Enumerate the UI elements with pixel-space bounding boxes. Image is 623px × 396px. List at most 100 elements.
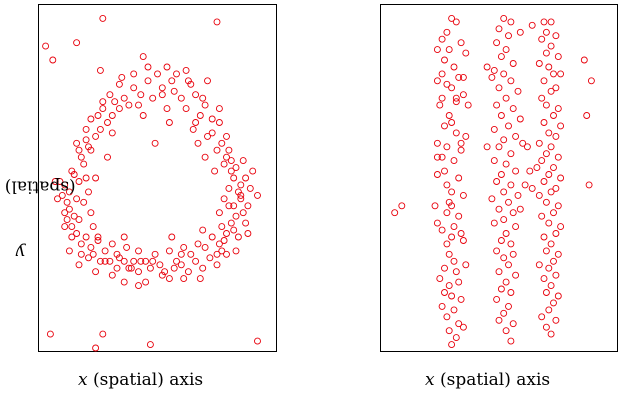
scatter-point-left-196 — [225, 202, 233, 210]
scatter-point-left-108 — [173, 70, 180, 78]
scatter-point-left-85 — [225, 146, 233, 154]
scatter-point-left-44 — [149, 94, 157, 102]
scatter-point-right-142 — [542, 28, 550, 36]
scatter-point-right-106 — [514, 191, 522, 199]
scatter-point-left-27 — [237, 195, 245, 203]
scatter-point-left-9 — [92, 344, 100, 352]
scatter-point-left-124 — [244, 202, 252, 210]
scatter-point-right-74 — [507, 18, 515, 26]
scatter-point-left-10 — [146, 341, 154, 349]
scatter-point-left-195 — [92, 174, 100, 182]
scatter-point-left-159 — [99, 98, 107, 106]
scatter-point-right-76 — [505, 32, 512, 40]
scatter-point-right-38 — [443, 209, 451, 217]
scatter-point-right-98 — [507, 150, 515, 158]
scatter-point-left-59 — [230, 202, 238, 210]
scatter-point-right-143 — [552, 32, 560, 40]
scatter-point-left-5 — [139, 53, 147, 61]
scatter-point-left-53 — [220, 160, 228, 168]
scatter-point-right-108 — [505, 198, 512, 206]
scatter-point-left-114 — [215, 119, 223, 126]
scatter-point-left-38 — [115, 254, 123, 262]
scatter-point-right-124 — [497, 285, 505, 293]
scatter-point-left-4 — [99, 14, 107, 22]
scatter-point-left-77 — [192, 91, 200, 99]
scatter-point-left-66 — [94, 237, 102, 244]
scatter-point-right-1 — [452, 18, 460, 26]
scatter-point-left-187 — [225, 184, 233, 192]
scatter-point-right-156 — [554, 105, 562, 113]
scatter-point-right-58 — [438, 302, 446, 310]
scatter-point-left-119 — [82, 174, 90, 182]
scatter-point-right-40 — [433, 219, 441, 227]
scatter-point-left-24 — [70, 171, 78, 178]
scatter-point-left-182 — [135, 282, 142, 290]
scatter-point-left-126 — [242, 219, 250, 227]
scatter-point-left-192 — [135, 101, 142, 109]
scatter-point-right-24 — [462, 132, 470, 140]
scatter-point-right-31 — [433, 171, 441, 178]
scatter-point-left-169 — [244, 230, 252, 237]
scatter-point-left-101 — [192, 257, 200, 265]
scatter-point-right-128 — [500, 309, 508, 317]
scatter-point-right-60 — [443, 313, 451, 321]
scatter-point-left-139 — [149, 257, 157, 265]
scatter-point-right-42 — [438, 226, 446, 234]
scatter-point-right-178 — [545, 219, 553, 227]
scatter-point-left-105 — [161, 268, 169, 276]
scatter-point-right-87 — [502, 94, 510, 102]
y-axis-text: (spatial) axis — [0, 176, 77, 197]
scatter-point-left-60 — [70, 212, 78, 220]
scatter-point-left-168 — [61, 223, 69, 231]
scatter-point-right-16 — [438, 94, 446, 102]
scatter-point-right-65 — [459, 323, 467, 331]
scatter-point-left-146 — [220, 195, 228, 203]
scatter-point-left-74 — [130, 84, 138, 92]
scatter-point-left-197 — [218, 247, 226, 255]
scatter-point-right-28 — [438, 153, 446, 161]
scatter-point-right-200 — [533, 164, 541, 172]
scatter-point-right-103 — [493, 178, 501, 185]
scatter-point-right-22 — [441, 122, 448, 130]
scatter-point-left-80 — [99, 105, 107, 113]
scatter-point-right-157 — [550, 112, 557, 119]
scatter-point-left-143 — [108, 129, 116, 137]
scatter-point-left-129 — [77, 250, 85, 258]
scatter-point-right-83 — [488, 73, 496, 81]
scatter-point-right-152 — [552, 84, 560, 92]
scatter-point-right-153 — [547, 87, 555, 95]
scatter-point-left-46 — [120, 94, 128, 102]
scatter-point-right-99 — [490, 157, 498, 165]
scatter-point-right-127 — [505, 302, 512, 310]
scatter-point-right-41 — [450, 223, 458, 231]
scatter-point-left-109 — [154, 70, 161, 78]
plot-frame-right — [380, 4, 618, 352]
scatter-point-right-102 — [497, 171, 505, 178]
scatter-point-right-46 — [443, 240, 451, 248]
scatter-point-right-196 — [552, 316, 560, 324]
scatter-point-left-88 — [68, 167, 76, 175]
scatter-point-right-165 — [554, 153, 562, 161]
scatter-point-left-96 — [75, 216, 83, 224]
scatter-point-right-140 — [540, 18, 548, 26]
scatter-point-right-131 — [502, 327, 510, 335]
scatter-point-left-18 — [104, 119, 111, 126]
scatter-point-right-114 — [502, 230, 510, 237]
scatter-point-right-145 — [547, 42, 555, 50]
scatter-point-left-110 — [187, 80, 195, 88]
scatter-point-right-35 — [459, 191, 467, 199]
scatter-point-left-30 — [68, 223, 76, 231]
scatter-point-right-166 — [538, 157, 546, 165]
scatter-point-left-134 — [199, 264, 207, 272]
scatter-point-right-3 — [457, 39, 465, 47]
scatter-point-left-181 — [158, 271, 166, 279]
scatter-point-right-30 — [441, 167, 448, 175]
scatter-point-left-20 — [92, 132, 100, 140]
scatter-point-right-54 — [445, 282, 453, 290]
scatter-point-left-180 — [142, 278, 150, 286]
scatter-point-right-33 — [443, 181, 451, 189]
scatter-point-left-165 — [249, 167, 257, 175]
scatter-point-left-45 — [177, 94, 185, 102]
scatter-point-left-144 — [211, 167, 219, 175]
